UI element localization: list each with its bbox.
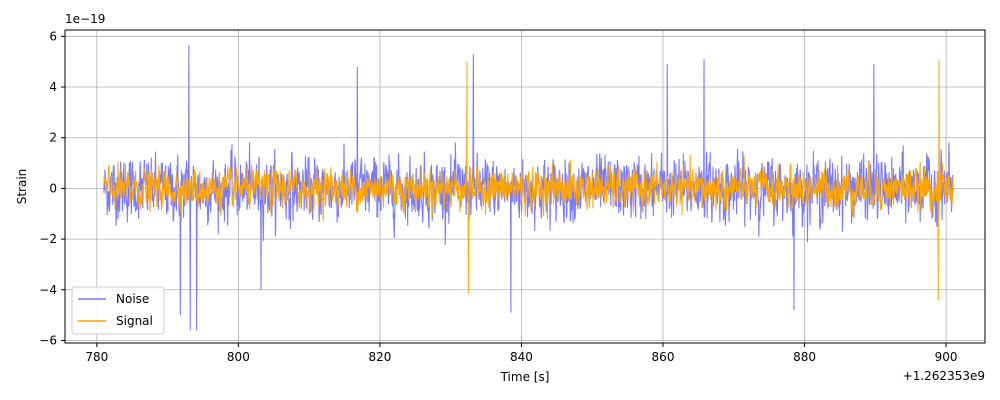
y-tick-label: 4 bbox=[49, 80, 57, 94]
ticks: 780 800 820 840 860 880 900 −6 −4 −2 0 2 4 6 bbox=[39, 29, 957, 364]
x-offset-label: +1.262353e9 bbox=[903, 369, 985, 383]
y-tick-label: 0 bbox=[49, 181, 57, 195]
x-tick-label: 820 bbox=[368, 350, 391, 364]
plot-frame bbox=[64, 29, 986, 344]
legend: Noise Signal bbox=[71, 286, 165, 335]
y-tick-label: 2 bbox=[49, 131, 57, 145]
plot-area bbox=[103, 45, 954, 331]
x-tick-label: 880 bbox=[793, 350, 816, 364]
legend-label-noise: Noise bbox=[116, 292, 149, 306]
x-tick-label: 860 bbox=[652, 350, 675, 364]
legend-label-signal: Signal bbox=[116, 314, 153, 328]
series-line-signal bbox=[103, 60, 954, 300]
y-tick-label: −6 bbox=[39, 333, 57, 347]
y-axis-label: Strain bbox=[15, 169, 29, 205]
x-axis-label: Time [s] bbox=[500, 370, 550, 384]
x-tick-label: 900 bbox=[935, 350, 958, 364]
x-tick-label: 840 bbox=[510, 350, 533, 364]
y-tick-label: −2 bbox=[39, 232, 57, 246]
y-tick-label: 6 bbox=[49, 29, 57, 43]
x-tick-label: 780 bbox=[85, 350, 108, 364]
x-tick-label: 800 bbox=[227, 350, 250, 364]
y-tick-label: −4 bbox=[39, 283, 57, 297]
y-scale-label: 1e−19 bbox=[65, 12, 105, 26]
